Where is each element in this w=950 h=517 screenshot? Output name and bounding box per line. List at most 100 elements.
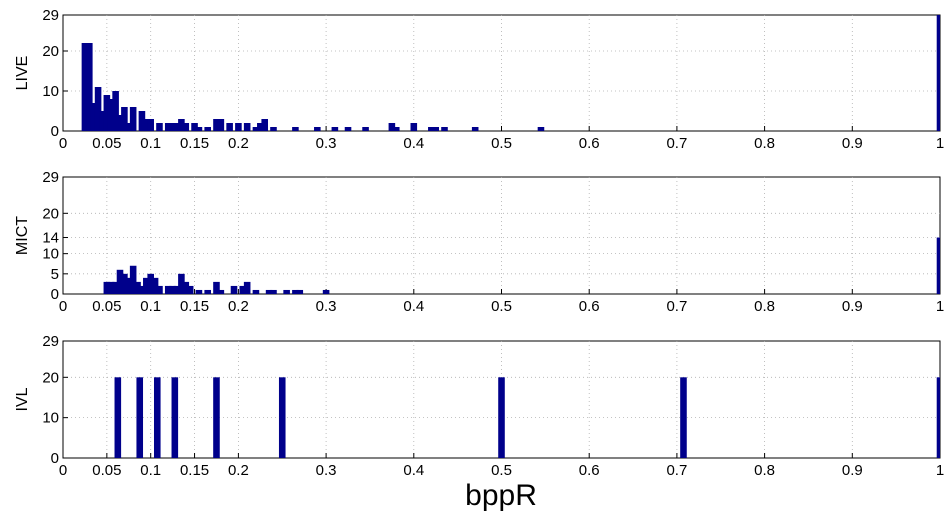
ivl-x-tick-label: 0.3 <box>316 462 337 479</box>
mict-bar <box>252 289 260 294</box>
live-bar <box>182 123 190 131</box>
live-histogram-panel: 0 0.05 0.1 0.15 0.2 0.3 0.4 0.5 0.6 0.7 0.8 0.9 1010… <box>14 7 944 152</box>
mict-bar <box>186 285 194 294</box>
mict-bar <box>112 281 119 294</box>
live-bar <box>86 43 93 131</box>
ivl-bar <box>153 377 161 458</box>
mict-bar <box>322 289 330 294</box>
live-bar <box>191 123 198 131</box>
mict-bar <box>121 273 128 294</box>
mict-bar <box>107 281 115 294</box>
mict-x-tick-label: 0.5 <box>491 298 512 315</box>
live-x-tick-label: 0.4 <box>403 135 424 152</box>
live-bar <box>261 119 268 131</box>
live-x-tick-label: 0.15 <box>180 135 209 152</box>
mict-y-tick-label: 14 <box>42 230 59 247</box>
live-bar <box>195 127 203 131</box>
mict-bar <box>129 265 137 294</box>
ivl-bar <box>680 377 687 458</box>
live-bar <box>204 127 211 131</box>
mict-bar <box>173 285 181 294</box>
x-axis-label: bppR <box>465 479 537 512</box>
live-bar <box>112 91 119 131</box>
live-x-tick-label: 0.5 <box>491 135 512 152</box>
mict-bar <box>243 281 251 294</box>
mict-bar <box>116 269 124 294</box>
mict-bar <box>296 289 304 294</box>
live-bar <box>292 127 299 131</box>
ivl-x-tick-label: 0.15 <box>180 462 209 479</box>
mict-axes-box <box>62 176 941 295</box>
live-bar <box>213 119 220 131</box>
ivl-x-tick-label: 0.2 <box>228 462 249 479</box>
ivl-x-tick-label: 0.7 <box>666 462 687 479</box>
mict-bar <box>936 237 940 294</box>
live-x-tick-label: 0.1 <box>140 135 161 152</box>
live-bar <box>178 119 185 131</box>
live-x-tick-label: 0.9 <box>842 135 863 152</box>
ivl-bar <box>213 377 220 458</box>
live-bar <box>125 123 133 131</box>
ivl-bar <box>278 377 286 458</box>
live-bar <box>121 107 128 131</box>
mict-bar <box>134 281 141 294</box>
ivl-y-tick-label: 0 <box>51 450 59 467</box>
live-x-tick-label: 0.05 <box>92 135 121 152</box>
live-bar <box>235 123 242 131</box>
mict-bar <box>213 281 220 294</box>
live-bar <box>344 127 352 131</box>
live-bar <box>252 127 260 131</box>
mict-bar <box>125 277 133 294</box>
live-x-tick-label: 0.2 <box>228 135 249 152</box>
mict-x-tick-label: 0 <box>59 298 67 315</box>
live-bar <box>362 127 369 131</box>
mict-y-tick-label: 20 <box>42 205 59 222</box>
live-bar <box>173 123 181 131</box>
mict-x-tick-label: 0.1 <box>140 298 161 315</box>
mict-x-tick-label: 0.3 <box>316 298 337 315</box>
ivl-bar <box>498 377 505 458</box>
mict-x-tick-label: 0.6 <box>579 298 600 315</box>
live-bar <box>103 95 111 131</box>
live-bar <box>169 123 176 131</box>
live-bar <box>81 43 89 131</box>
ivl-x-tick-label: 0 <box>59 462 67 479</box>
live-bar <box>217 119 225 131</box>
mict-x-tick-label: 0.8 <box>754 298 775 315</box>
live-bar <box>314 127 321 131</box>
live-x-tick-label: 0.6 <box>579 135 600 152</box>
ivl-x-tick-label: 0.6 <box>579 462 600 479</box>
mict-bar <box>292 289 299 294</box>
mict-bar <box>164 285 172 294</box>
ivl-x-tick-label: 0.4 <box>403 462 424 479</box>
mict-x-tick-label: 0.15 <box>180 298 209 315</box>
live-bar <box>116 115 124 131</box>
live-bar <box>243 123 251 131</box>
ivl-x-tick-label: 0.1 <box>140 462 161 479</box>
ivl-bar <box>136 377 144 458</box>
live-bar <box>388 123 396 131</box>
mict-bar <box>147 273 154 294</box>
mict-y-tick-label: 0 <box>51 286 59 303</box>
mict-y-axis-label: MICT <box>14 216 31 255</box>
live-bar <box>143 119 150 131</box>
live-y-tick-label: 0 <box>51 123 59 140</box>
mict-bar <box>230 285 238 294</box>
live-bar <box>147 119 154 131</box>
live-bar <box>936 15 940 131</box>
mict-x-tick-label: 0.7 <box>666 298 687 315</box>
ivl-bar <box>171 377 179 458</box>
live-x-tick-label: 1 <box>936 135 944 152</box>
live-bar <box>129 107 137 131</box>
mict-x-tick-label: 1 <box>936 298 944 315</box>
ivl-histogram-panel: 0 0.05 0.1 0.15 0.2 0.3 0.4 0.5 0.6 0.7 0.8 0.9 1010… <box>14 333 944 479</box>
mict-bar <box>169 285 176 294</box>
live-x-tick-label: 0.3 <box>316 135 337 152</box>
mict-bar <box>195 289 203 294</box>
ivl-y-tick-label: 29 <box>42 333 59 350</box>
live-bar <box>331 127 339 131</box>
live-bar <box>99 111 106 131</box>
ivl-bar <box>936 377 940 458</box>
live-bar <box>226 123 233 131</box>
